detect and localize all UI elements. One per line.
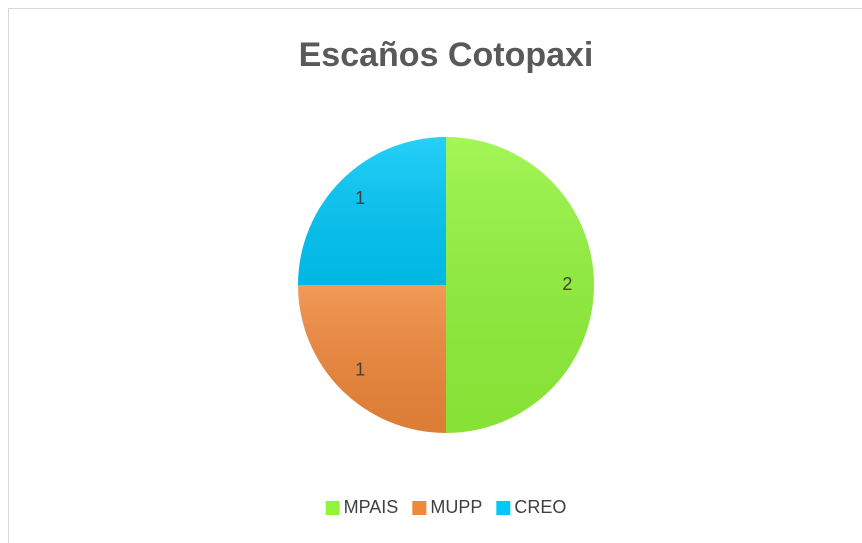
slice-shade bbox=[298, 137, 446, 285]
legend-label: MUPP bbox=[430, 497, 482, 517]
legend-label: MPAIS bbox=[344, 497, 399, 517]
data-label: 2 bbox=[562, 274, 572, 294]
chart-title: Escaños Cotopaxi bbox=[299, 36, 594, 74]
legend-swatch bbox=[412, 501, 427, 515]
legend-swatch bbox=[325, 501, 340, 515]
slice-shade bbox=[446, 137, 594, 433]
legend-swatch bbox=[496, 501, 511, 515]
data-label: 1 bbox=[355, 188, 365, 208]
data-label: 1 bbox=[355, 360, 365, 380]
legend-label: CREO bbox=[514, 497, 566, 517]
slice-shade bbox=[298, 285, 446, 433]
